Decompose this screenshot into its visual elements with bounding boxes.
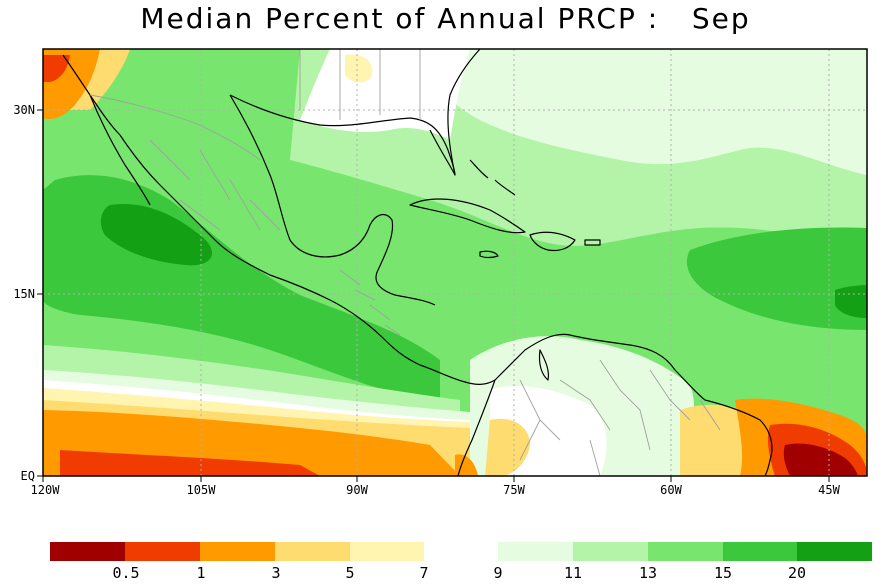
grid-lines [43,49,867,476]
map-title: Median Percent of Annual PRCP : Sep [140,2,751,35]
colorbar-swatch-3 [200,542,275,561]
colorbar-swatch-9 [648,542,723,561]
coast-south-america [494,333,773,476]
border-us-states [299,49,421,120]
field-darkest-east [835,285,867,318]
coast-lake-maracaibo [538,349,550,381]
x-tick-45w: 45W [818,483,840,497]
coast-puerto-rico [584,239,601,246]
x-tick-120w: 120W [31,483,61,497]
field-sa-ne-darkred [783,443,858,476]
field-us-yellow [345,54,373,83]
field-sa-yellow [485,418,530,476]
field-dark-east [686,227,867,330]
colorbar-swatch-4 [275,542,350,561]
colorbar-label-6: 9 [493,564,502,582]
country-borders [89,49,721,476]
field-us-white [300,49,470,140]
axis-ticks [37,109,830,482]
field-north-lighter [420,49,867,175]
field-darkest-west [100,204,212,266]
y-tick-15n: 15N [13,287,35,301]
field-sa-orange-sw [455,454,478,476]
coast-north-america [62,54,496,385]
colorbar-label-3: 3 [271,564,280,582]
x-tick-105w: 105W [187,483,217,497]
coast-us-atlantic [447,49,481,176]
border-sa-countries [519,359,721,476]
colorbar-label-1: 0.5 [112,564,139,582]
colorbar-label-8: 13 [639,564,657,582]
map-frame [42,48,868,477]
colorbar-label-2: 1 [196,564,205,582]
colorbar-label-4: 5 [345,564,354,582]
colorbar-label-10: 20 [788,564,806,582]
x-tick-90w: 90W [346,483,368,497]
coast-cuba [409,198,526,234]
colorbar-swatch-6 [424,542,498,561]
field-south-redorange [60,450,320,476]
colorbar-swatch-1 [50,542,125,561]
colorbar: 0.5 1 3 5 7 9 11 13 15 20 [50,542,872,582]
colorbar-label-9: 15 [714,564,732,582]
field-nw-yellow [70,49,130,110]
x-tick-60w: 60W [660,483,682,497]
colorbar-label-5: 7 [419,564,428,582]
field-nw-red [43,55,70,82]
coast-sa-west [457,379,496,476]
coastlines [62,49,773,476]
colorbar-label-7: 11 [564,564,582,582]
colorbar-swatch-5 [350,542,424,561]
x-tick-75w: 75W [503,483,525,497]
coast-bahamas [469,159,516,196]
colorbar-swatch-7 [498,542,573,561]
colorbar-swatch-10 [723,542,797,561]
colorbar-swatch-11 [797,542,872,561]
coast-gulf [229,94,436,306]
colorbar-swatch-2 [125,542,200,561]
y-tick-eq: EQ [21,469,35,483]
border-us-mexico [89,94,261,161]
shaded-field [43,49,867,476]
coast-baja [89,94,151,206]
coast-hispaniola [529,231,576,252]
y-tick-30n: 30N [13,103,35,117]
border-mexico-states [149,139,281,231]
colorbar-swatch-8 [573,542,648,561]
coast-jamaica [479,250,499,259]
border-central-america [339,269,401,336]
